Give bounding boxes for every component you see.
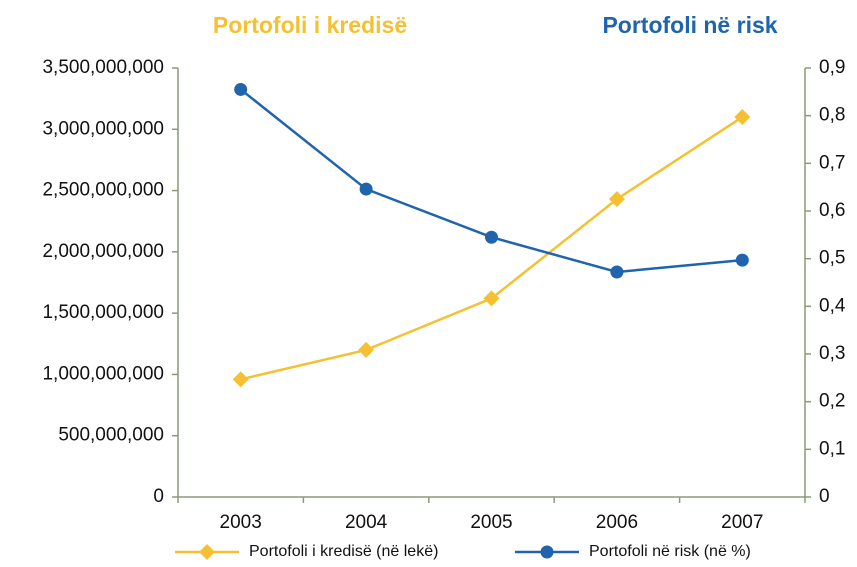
header: Portofoli i kredisë	[213, 12, 407, 38]
y2-tick-label: 0,8	[819, 105, 845, 126]
y2-tick-label: 0,3	[819, 343, 845, 364]
y-tick-label: 1,500,000,000	[42, 302, 164, 323]
legend-label: Portofoli i kredisë (në lekë)	[249, 543, 438, 560]
data-point	[234, 82, 248, 96]
y2-tick-label: 0,7	[819, 152, 845, 173]
y2-tick-label: 0,4	[819, 295, 846, 316]
y-tick-label: 2,500,000,000	[42, 180, 164, 201]
y-tick-label: 1,000,000,000	[42, 363, 164, 384]
legend-marker	[199, 544, 215, 560]
y-tick-label: 3,000,000,000	[42, 118, 164, 139]
y-tick-label: 2,000,000,000	[42, 241, 164, 262]
y2-tick-label: 0,2	[819, 391, 845, 412]
data-point	[358, 341, 375, 358]
data-point	[610, 265, 624, 279]
y-tick-label: 0	[153, 486, 164, 507]
data-point	[735, 253, 749, 267]
y-tick-label: 500,000,000	[58, 425, 164, 446]
x-tick-label: 2007	[721, 512, 763, 533]
data-point	[608, 191, 625, 208]
data-point	[483, 290, 500, 307]
x-tick-label: 2006	[596, 512, 638, 533]
series-line	[240, 115, 743, 381]
y2-tick-label: 0,5	[819, 248, 845, 269]
data-point	[232, 371, 249, 388]
y2-tick-label: 0	[819, 486, 830, 507]
x-tick-label: 2003	[220, 512, 262, 533]
data-point	[734, 109, 751, 126]
data-point	[485, 230, 498, 244]
y2-tick-label: 0,1	[819, 438, 845, 459]
x-tick-label: 2004	[345, 512, 388, 533]
legend-label: Portofoli në risk (në %)	[589, 543, 751, 560]
data-point	[359, 182, 373, 196]
header: Portofoli në risk	[602, 12, 777, 38]
x-tick-label: 2005	[470, 512, 512, 533]
y-tick-label: 3,500,000,000	[42, 57, 164, 78]
series-line	[239, 88, 743, 274]
legend-marker	[540, 545, 554, 559]
y2-tick-label: 0,6	[819, 200, 845, 221]
y2-tick-label: 0,9	[819, 57, 845, 78]
